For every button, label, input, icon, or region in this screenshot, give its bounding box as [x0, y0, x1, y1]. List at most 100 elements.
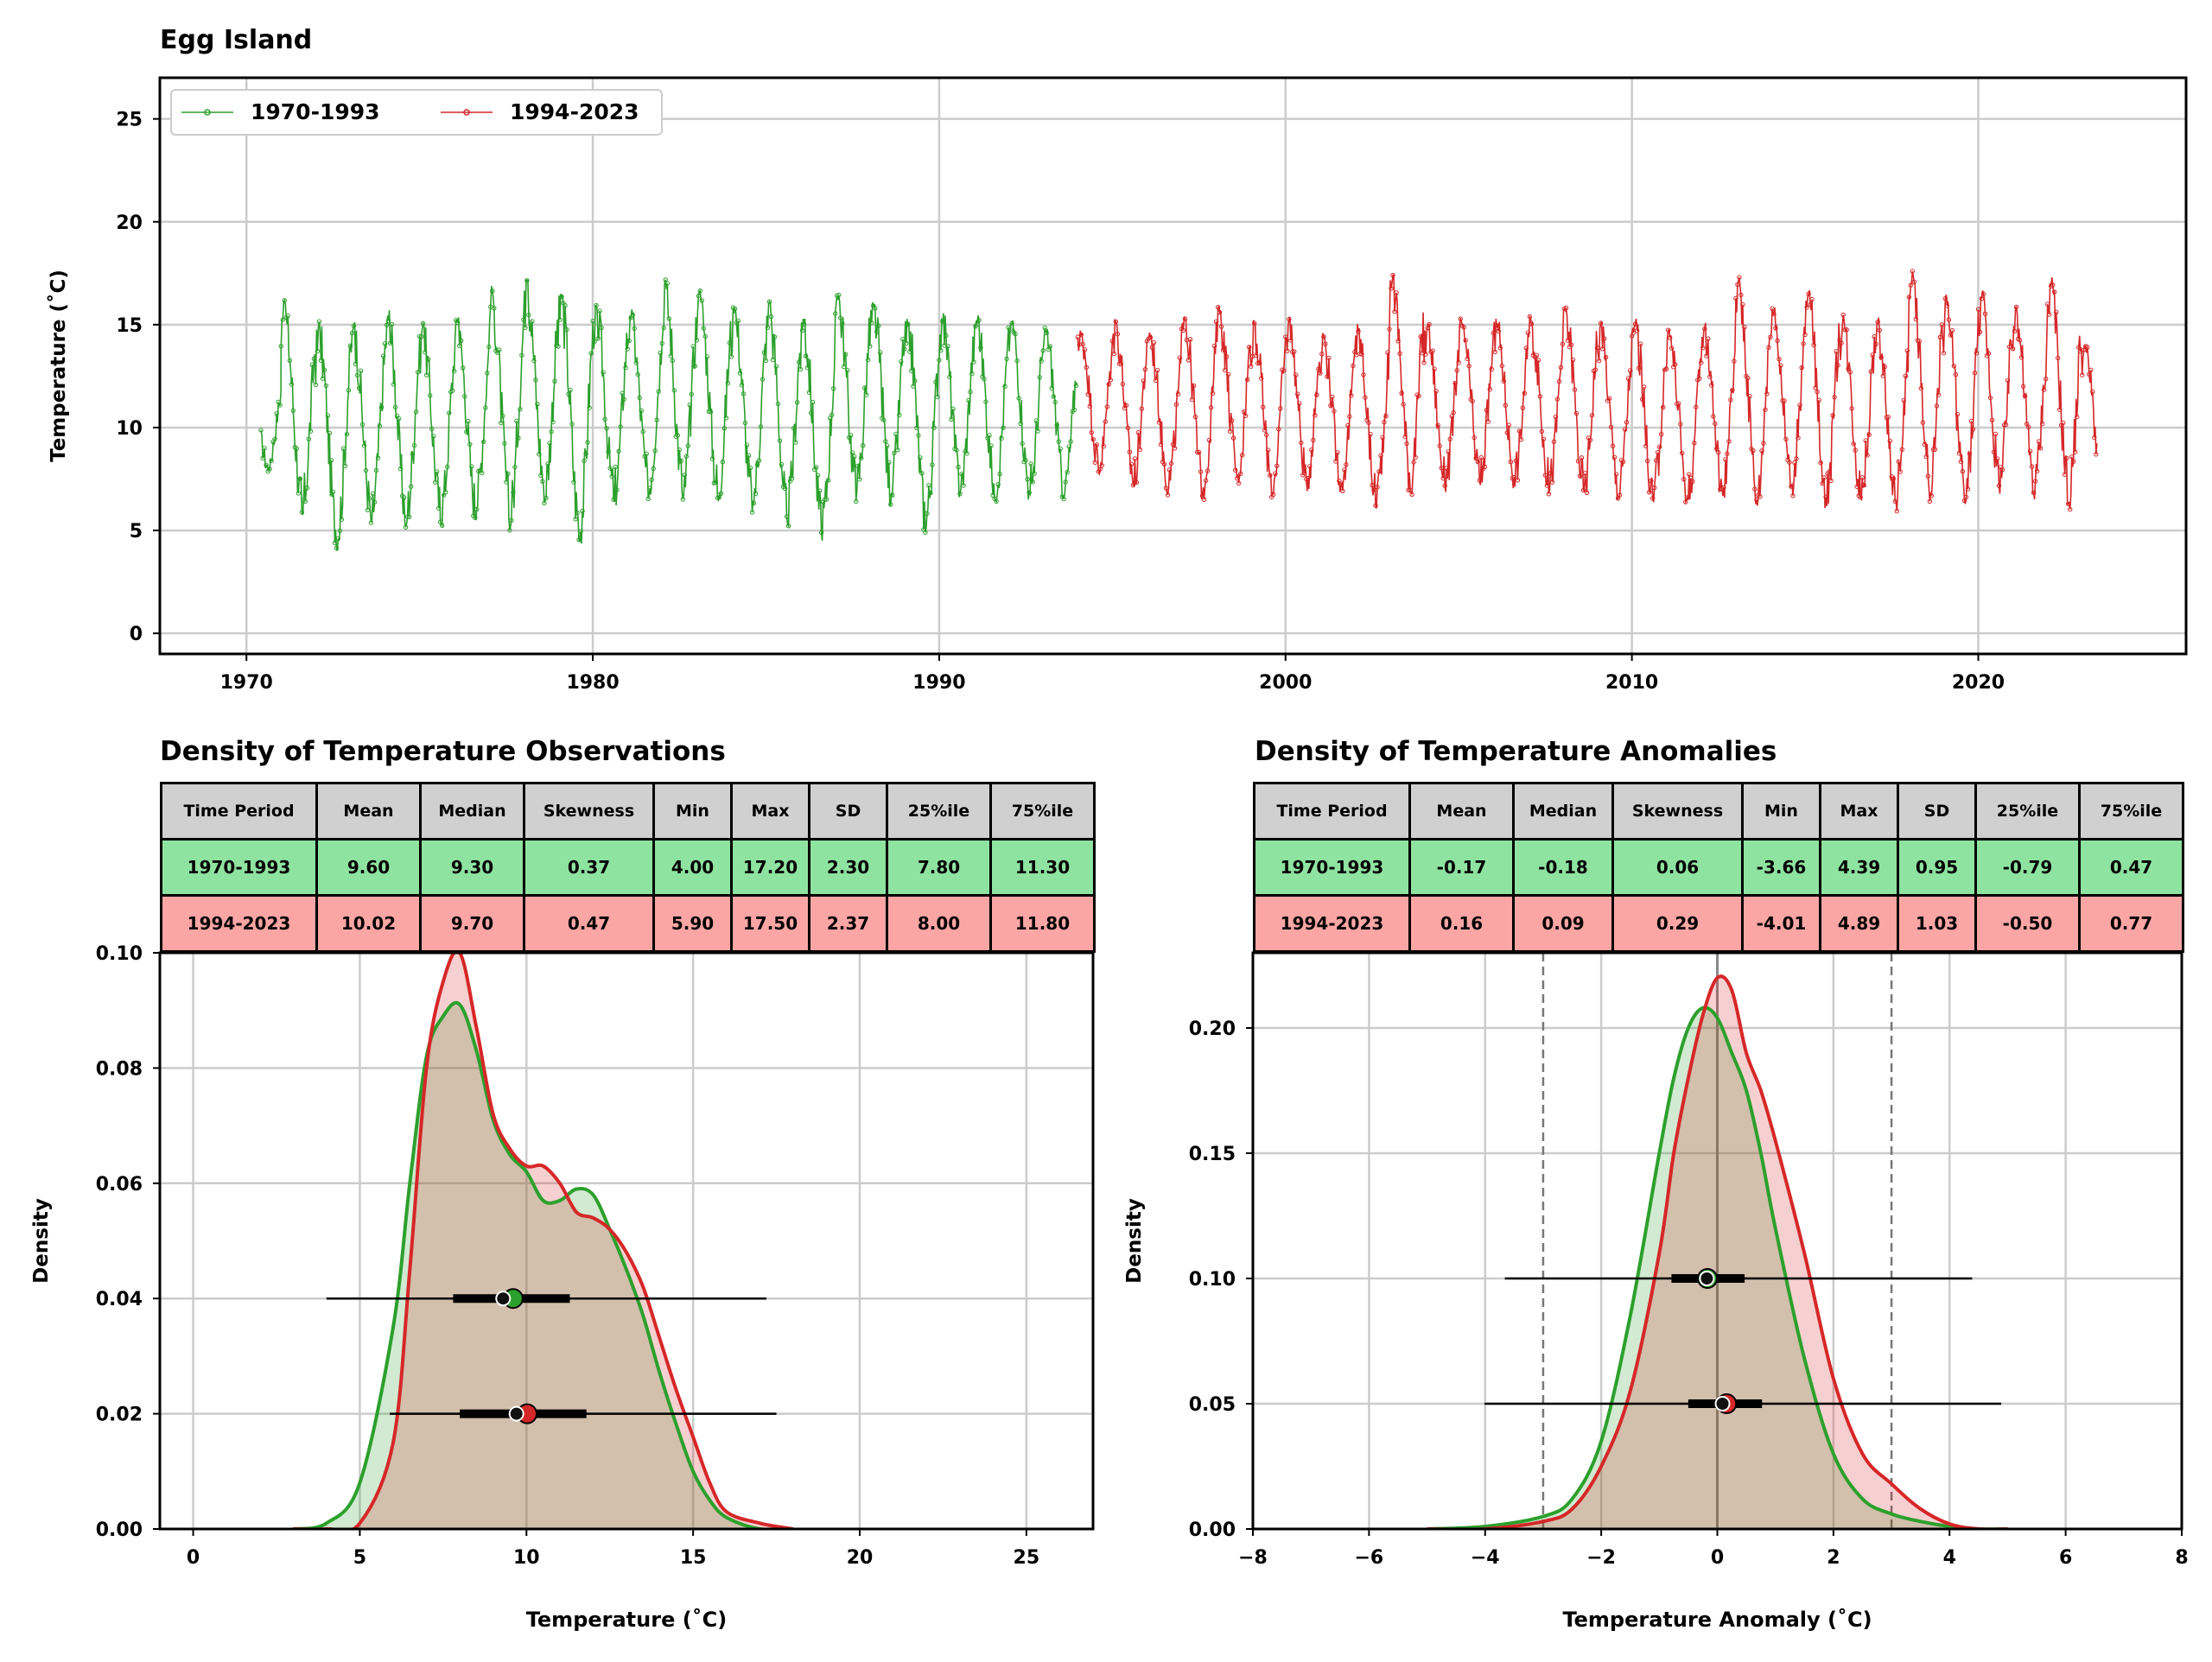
legend-marker: [463, 109, 470, 116]
data-point: [1328, 403, 1333, 409]
table-cell: 0.09: [1512, 894, 1614, 953]
data-point: [1982, 311, 1988, 316]
data-point: [1723, 457, 1728, 462]
x-tick-label: 0: [187, 1547, 200, 1569]
data-point: [2056, 355, 2061, 361]
data-point: [689, 391, 694, 397]
data-point: [269, 458, 274, 463]
data-point: [1834, 349, 1839, 354]
data-point: [1944, 303, 1950, 308]
table-cell: 1994-2023: [1253, 894, 1411, 953]
data-point: [1872, 334, 1877, 339]
x-tick-label: 5: [353, 1547, 366, 1569]
data-point: [497, 347, 502, 352]
data-point: [801, 321, 807, 327]
data-point: [799, 328, 805, 333]
data-point: [1466, 364, 1471, 369]
data-point: [519, 352, 524, 358]
data-point: [1478, 455, 1484, 460]
data-point: [804, 365, 810, 371]
data-point: [1222, 367, 1228, 373]
data-point: [318, 358, 324, 363]
data-point: [2052, 289, 2057, 295]
data-point: [2073, 449, 2078, 454]
data-point: [1771, 311, 1777, 317]
data-point: [473, 515, 478, 520]
data-point: [1238, 471, 1243, 477]
data-point: [1563, 305, 1569, 310]
data-point: [1139, 406, 1145, 411]
data-point: [1610, 443, 1616, 448]
data-point: [1347, 414, 1352, 419]
data-point: [1967, 451, 1973, 456]
data-point: [1815, 389, 1820, 395]
data-point: [1271, 492, 1276, 498]
data-point: [649, 477, 654, 483]
data-point: [342, 463, 348, 469]
data-point: [822, 497, 828, 502]
data-point: [949, 416, 954, 422]
data-point: [1135, 430, 1141, 435]
data-point: [1215, 304, 1221, 310]
data-point: [2020, 384, 2026, 390]
table-cell: -3.66: [1741, 838, 1821, 897]
data-point: [1515, 478, 1521, 483]
data-point: [1766, 345, 1771, 350]
data-point: [803, 353, 809, 358]
data-point: [1601, 336, 1607, 341]
data-point: [1392, 309, 1397, 314]
data-point: [1991, 449, 1997, 455]
data-point: [1208, 405, 1214, 410]
data-point: [1652, 485, 1657, 491]
data-point: [2008, 340, 2014, 346]
data-point: [1948, 333, 1954, 338]
data-point: [727, 340, 733, 346]
data-point: [304, 485, 310, 491]
data-point: [278, 344, 283, 349]
data-point: [1261, 404, 1266, 409]
data-point: [1433, 389, 1439, 394]
data-point: [735, 318, 741, 323]
data-point: [2005, 377, 2011, 384]
data-point: [330, 489, 336, 495]
data-point: [1485, 419, 1491, 424]
data-point: [2022, 393, 2028, 399]
data-point: [1808, 302, 1813, 308]
data-point: [935, 394, 940, 400]
table-header-cell: Max: [1819, 782, 1899, 841]
data-point: [635, 371, 640, 377]
data-point: [1023, 458, 1028, 463]
data-point: [909, 368, 914, 373]
data-point: [481, 439, 486, 445]
data-point: [459, 338, 464, 344]
data-point: [601, 370, 606, 375]
data-point: [878, 350, 883, 355]
x-tick-label: 1990: [912, 672, 965, 694]
data-point: [1040, 348, 1046, 353]
x-tick-label: 2020: [1952, 672, 2005, 694]
data-point: [983, 399, 988, 404]
data-point: [1002, 384, 1007, 390]
data-point: [768, 314, 774, 320]
data-point: [766, 299, 772, 304]
data-point: [864, 392, 869, 397]
data-point: [2063, 472, 2068, 477]
data-point: [1832, 395, 1837, 400]
data-point: [353, 361, 359, 367]
data-point: [531, 358, 537, 364]
data-point: [893, 431, 899, 437]
density-line-1970-1993: [1427, 1005, 2008, 1529]
data-point: [1897, 469, 1904, 474]
data-point: [1409, 492, 1414, 497]
data-point: [1366, 420, 1371, 425]
data-point: [368, 520, 374, 525]
data-point: [1103, 419, 1109, 424]
data-point: [377, 423, 383, 428]
data-point: [945, 344, 950, 349]
data-point: [1692, 441, 1697, 446]
table-header-cell: Median: [1512, 782, 1614, 841]
data-point: [1189, 396, 1195, 403]
x-tick-label: −4: [1471, 1547, 1500, 1569]
data-point: [290, 408, 296, 413]
table-header-cell: 25%ile: [886, 782, 992, 841]
